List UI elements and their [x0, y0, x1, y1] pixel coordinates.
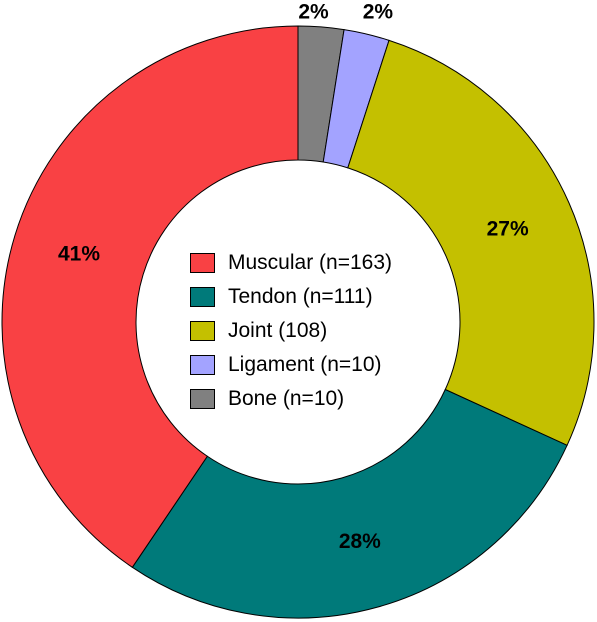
legend-swatch-bone	[190, 389, 215, 409]
legend-item-joint: Joint (108)	[190, 314, 460, 348]
legend-swatch-joint	[190, 321, 215, 341]
percent-label-ligament: 2%	[363, 1, 394, 24]
legend-label-muscular: Muscular (n=163)	[228, 251, 392, 274]
percent-label-joint: 27%	[487, 217, 529, 240]
legend-label-joint: Joint (108)	[228, 319, 328, 342]
legend-swatch-ligament	[190, 355, 215, 375]
percent-label-muscular: 41%	[58, 243, 100, 266]
percent-label-bone: 2%	[298, 1, 329, 24]
legend-item-tendon: Tendon (n=111)	[190, 280, 460, 314]
legend-swatch-muscular	[190, 253, 215, 273]
legend-label-ligament: Ligament (n=10)	[228, 353, 382, 376]
slice-joint	[347, 39, 595, 447]
percent-label-tendon: 28%	[339, 530, 381, 553]
legend-label-tendon: Tendon (n=111)	[228, 285, 373, 308]
legend-item-muscular: Muscular (n=163)	[190, 246, 460, 280]
legend: Muscular (n=163) Tendon (n=111) Joint (1…	[190, 246, 460, 416]
percent-labels: 2% 2% 27% 28% 41%	[58, 1, 529, 553]
slice-tendon	[131, 388, 568, 619]
legend-item-bone: Bone (n=10)	[190, 382, 460, 416]
donut-slices	[1, 25, 595, 619]
legend-item-ligament: Ligament (n=10)	[190, 348, 460, 382]
slice-muscular	[1, 25, 299, 569]
legend-swatch-tendon	[190, 287, 215, 307]
legend-label-bone: Bone (n=10)	[228, 387, 345, 410]
